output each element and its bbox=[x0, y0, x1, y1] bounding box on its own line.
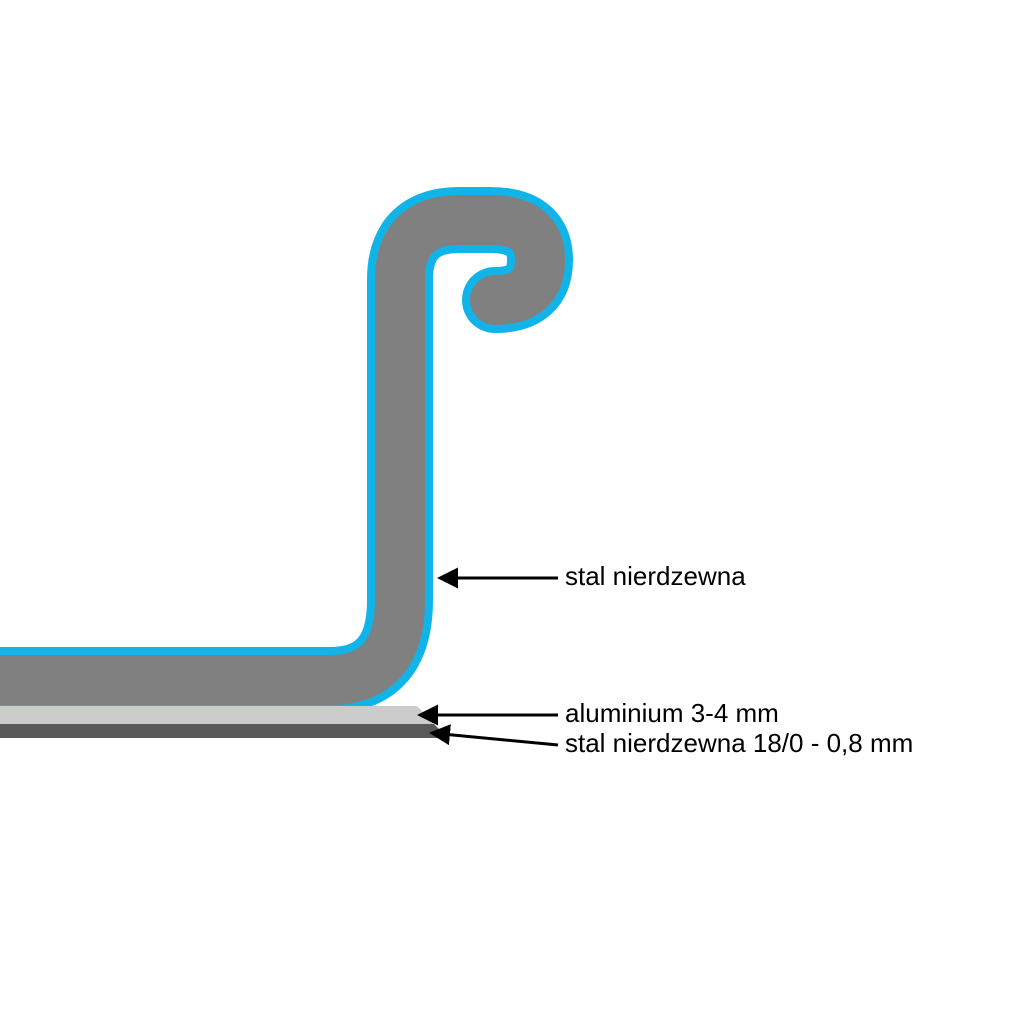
annotations: stal nierdzewna aluminium 3-4 mmstal nier… bbox=[420, 561, 913, 758]
arrow-outer-steel bbox=[432, 733, 558, 745]
profile-core bbox=[0, 220, 540, 680]
label-outer-steel: stal nierdzewna 18/0 - 0,8 mm bbox=[565, 728, 913, 758]
label-wall: stal nierdzewna bbox=[565, 561, 746, 591]
base-layers bbox=[0, 706, 448, 738]
layer-outer-steel bbox=[0, 724, 448, 738]
label-aluminium: aluminium 3-4 mm bbox=[565, 698, 779, 728]
layer-aluminium bbox=[0, 706, 435, 724]
profile-outline bbox=[0, 220, 540, 680]
